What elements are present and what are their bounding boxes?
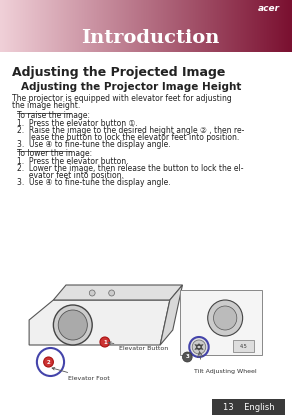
Polygon shape (53, 285, 182, 300)
Circle shape (100, 337, 110, 347)
Text: Adjusting the Projected Image: Adjusting the Projected Image (12, 66, 225, 79)
Circle shape (53, 305, 92, 345)
Text: Adjusting the Projector Image Height: Adjusting the Projector Image Height (21, 82, 242, 92)
Text: 3.  Use ④ to fine-tune the display angle.: 3. Use ④ to fine-tune the display angle. (17, 140, 171, 149)
Text: 1.  Press the elevator button.: 1. Press the elevator button. (17, 157, 129, 166)
Text: Elevator Foot: Elevator Foot (52, 367, 110, 381)
FancyBboxPatch shape (180, 290, 262, 355)
FancyBboxPatch shape (212, 399, 285, 415)
Text: 1: 1 (103, 339, 107, 344)
Text: Elevator Button: Elevator Button (109, 342, 169, 351)
Polygon shape (29, 300, 170, 345)
Text: Introduction: Introduction (81, 29, 220, 47)
Text: 2.  Raise the image to the desired height angle ② , then re-: 2. Raise the image to the desired height… (17, 126, 245, 135)
Text: 4.5: 4.5 (240, 344, 248, 349)
Circle shape (214, 306, 237, 330)
Circle shape (109, 290, 115, 296)
Text: the image height.: the image height. (12, 101, 80, 110)
Circle shape (58, 310, 87, 340)
Text: 2.  Lower the image, then release the button to lock the el-: 2. Lower the image, then release the but… (17, 164, 244, 173)
Text: 13    English: 13 English (223, 403, 274, 411)
Text: 3.  Use ④ to fine-tune the display angle.: 3. Use ④ to fine-tune the display angle. (17, 178, 171, 187)
Text: 3: 3 (185, 354, 189, 359)
Text: evator feet into position.: evator feet into position. (17, 171, 124, 180)
Text: lease the button to lock the elevator feet into position.: lease the button to lock the elevator fe… (17, 133, 240, 142)
Circle shape (44, 357, 53, 367)
Polygon shape (160, 285, 182, 345)
Text: 1.  Press the elevator button ①.: 1. Press the elevator button ①. (17, 119, 138, 128)
Circle shape (182, 352, 192, 362)
Text: 2: 2 (47, 359, 50, 364)
Circle shape (89, 290, 95, 296)
Text: To lower the image:: To lower the image: (17, 149, 93, 158)
Text: To raise the image:: To raise the image: (17, 111, 91, 120)
Text: Tilt Adjusting Wheel: Tilt Adjusting Wheel (194, 369, 257, 374)
FancyBboxPatch shape (233, 340, 254, 352)
Circle shape (192, 340, 206, 354)
Circle shape (189, 337, 209, 357)
Circle shape (208, 300, 243, 336)
Text: The projector is equipped with elevator feet for adjusting: The projector is equipped with elevator … (12, 94, 231, 103)
Text: acer: acer (257, 4, 280, 13)
